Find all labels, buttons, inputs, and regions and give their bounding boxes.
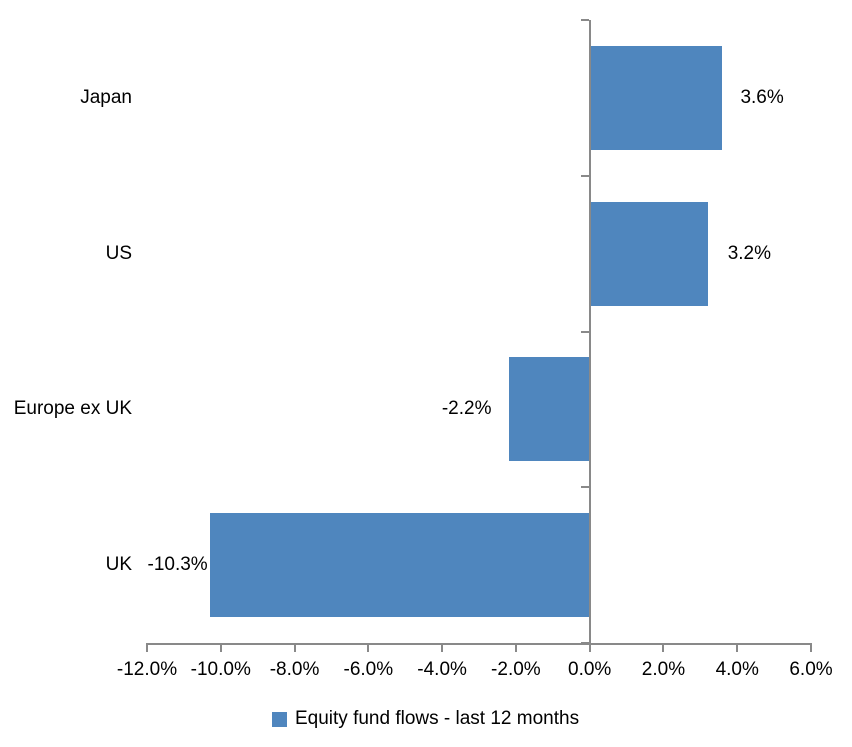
value-axis-tick [367, 643, 370, 652]
value-axis-tick [588, 643, 591, 652]
category-label: Japan [80, 86, 132, 108]
bar [508, 357, 590, 462]
category-axis-tick [580, 330, 589, 333]
value-axis-tick-label: -6.0% [343, 659, 394, 680]
legend: Equity fund flows - last 12 months [272, 708, 579, 730]
bar [209, 513, 590, 618]
value-axis-tick-label: -10.0% [190, 659, 251, 680]
category-axis-tick [580, 642, 589, 644]
category-label: UK [105, 554, 132, 576]
value-axis-tick [293, 643, 296, 652]
legend-label: Equity fund flows - last 12 months [295, 708, 580, 729]
category-axis-tick [580, 174, 589, 177]
bar [589, 45, 723, 150]
value-label: -10.3% [147, 554, 208, 576]
category-axis-tick [580, 486, 589, 489]
value-axis-tick [736, 643, 739, 652]
legend-swatch-icon [272, 711, 287, 727]
value-axis-tick [219, 643, 222, 652]
value-axis-tick [514, 643, 517, 652]
value-axis-tick-label: -2.0% [491, 659, 541, 680]
value-axis-tick-label: -4.0% [417, 659, 467, 680]
value-axis-tick-label: 0.0% [568, 659, 612, 680]
category-axis-line [588, 20, 591, 650]
value-axis-tick [146, 643, 148, 652]
value-axis-line [147, 643, 811, 645]
bar [589, 201, 708, 306]
value-axis-tick-label: 4.0% [715, 659, 759, 680]
value-axis-tick-label: 2.0% [641, 659, 686, 680]
value-axis-tick-label: 6.0% [789, 659, 833, 680]
category-label: US [105, 242, 132, 264]
value-label: 3.2% [727, 242, 772, 264]
value-label: -2.2% [441, 398, 492, 420]
value-axis-tick [441, 643, 444, 652]
category-axis-tick [580, 19, 589, 21]
value-label: 3.6% [740, 86, 784, 108]
value-axis-tick [810, 643, 812, 652]
value-axis-tick-label: -12.0% [116, 659, 178, 680]
value-axis-tick-label: -8.0% [269, 659, 320, 680]
value-axis-tick [662, 643, 665, 652]
category-label: Europe ex UK [13, 398, 132, 420]
